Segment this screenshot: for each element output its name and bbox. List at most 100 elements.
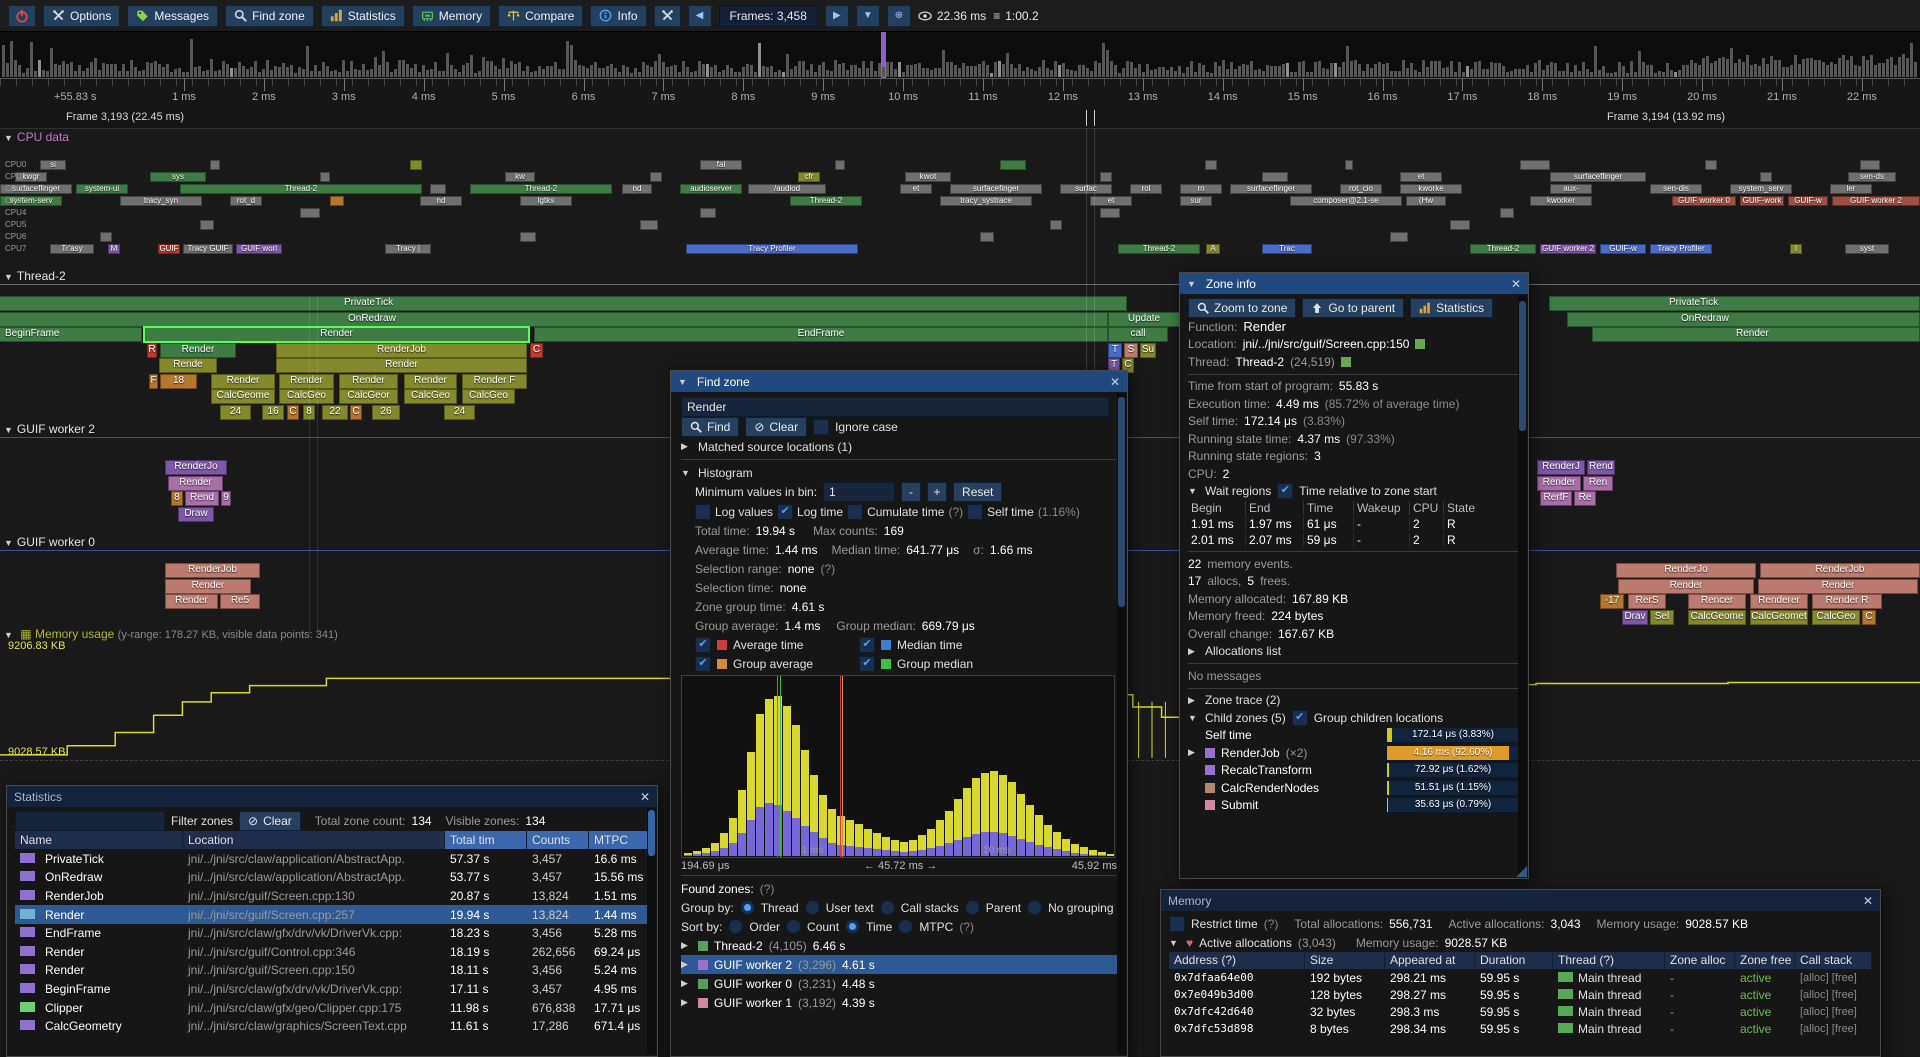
collapse-icon[interactable]: ▼ [4, 272, 13, 282]
next-frame-button[interactable]: ▶ [824, 4, 849, 27]
statistics-row[interactable]: Render jni/../jni/src/guif/Screen.cpp:150… [15, 961, 649, 980]
column-header-size[interactable]: Size [1305, 952, 1385, 969]
toolbar-button-statistics[interactable]: Statistics [320, 4, 405, 27]
timeline-zone[interactable]: 8 [303, 404, 315, 420]
cpu-zone[interactable]: nd [420, 196, 462, 206]
cpu-zone[interactable]: GUIF worker 2 [1540, 244, 1596, 254]
group-children-checkbox[interactable]: ✔ [1291, 709, 1308, 726]
cpu-zone[interactable]: rot_cio [1340, 184, 1382, 194]
cpu-zone[interactable]: GUIF [158, 244, 180, 254]
cpu-zone[interactable]: kworke [1400, 184, 1462, 194]
statistics-table-header[interactable]: Name Location Total tim Counts MTPC [15, 831, 649, 850]
cpu-zone[interactable]: et [1400, 172, 1442, 182]
collapse-icon[interactable]: ▼ [4, 133, 13, 143]
cpu-zone[interactable]: et [900, 184, 932, 194]
timeline-zone[interactable]: CalcGeor [339, 389, 398, 404]
timeline-zone[interactable]: F [149, 373, 158, 389]
cpu-zone[interactable] [1450, 220, 1470, 230]
group-by-thread[interactable] [739, 900, 755, 915]
timeline-zone[interactable]: RenderJo [165, 460, 227, 475]
cpu-zone[interactable]: kw [505, 172, 535, 182]
found-zone-group[interactable]: ▶ Thread-2 (4,105) 6.46 s [681, 938, 846, 953]
timeline-zone[interactable]: Render [1758, 578, 1918, 594]
timeline-zone[interactable]: RenderJob [1760, 563, 1920, 578]
cpu-zone[interactable]: I [1790, 244, 1802, 254]
cpu-zone[interactable]: system-ui [76, 184, 128, 194]
restrict-time-checkbox[interactable] [1169, 915, 1185, 932]
self-time-checkbox[interactable] [967, 503, 984, 520]
zone-info-titlebar[interactable]: ▼ Zone info ✕ [1180, 273, 1528, 294]
timeline-zone[interactable]: CalcGeome [211, 389, 275, 404]
cpu-zone[interactable]: surfaceflinger [1550, 172, 1646, 182]
timeline-zone[interactable]: C [530, 342, 543, 358]
timeline-zone[interactable]: 26 [372, 404, 400, 420]
cpu-zone[interactable] [640, 220, 658, 230]
toolbar-button-info[interactable]: Info [590, 4, 647, 27]
column-header-mtpc[interactable]: MTPC [589, 831, 649, 850]
cpu-zone[interactable] [1500, 208, 1514, 218]
statistics-row[interactable]: OnRedraw jni/../jni/src/claw/application/… [15, 868, 649, 887]
child-zone-row[interactable]: RecalcTransform 72.92 μs (1.62%) [1188, 762, 1520, 780]
timeline-zone[interactable]: CalcGeomet [1750, 609, 1808, 625]
collapse-icon[interactable]: ▼ [4, 425, 13, 435]
timeline-zone[interactable]: -17 [1600, 594, 1624, 609]
statistics-row[interactable]: Render jni/../jni/src/guif/Screen.cpp:257… [15, 905, 649, 924]
toolbar-button-find-zone[interactable]: Find zone [225, 4, 314, 27]
cpu-zone[interactable]: GUIF-w [1600, 244, 1646, 254]
frame-histogram-strip[interactable] [0, 32, 1920, 79]
log-values-checkbox[interactable] [695, 503, 711, 520]
cpu-zone[interactable]: kwgr [15, 172, 47, 182]
timeline-zone[interactable]: R [147, 342, 157, 358]
timeline-zone[interactable]: Render [160, 342, 236, 358]
go-to-parent-button[interactable]: Go to parent [1302, 298, 1405, 318]
power-button[interactable] [8, 4, 36, 27]
cpu-zone[interactable]: rn [1180, 184, 1222, 194]
column-header-counts[interactable]: Counts [527, 831, 589, 850]
cpu-zone[interactable] [300, 208, 320, 218]
frames-row[interactable]: Frame 3,193 (22.45 ms) Frame 3,194 (13.9… [0, 108, 1920, 129]
timeline-zone[interactable]: OnRedraw [1567, 311, 1920, 327]
thread-header-guif-worker-0[interactable]: ▼ GUIF worker 0 [4, 535, 95, 549]
cpu-zone[interactable]: sen-ds [1848, 172, 1896, 182]
toolbar-button-options[interactable]: Options [43, 4, 121, 27]
cpu-zone[interactable] [1860, 160, 1880, 170]
timeline-zone[interactable]: C [350, 404, 362, 420]
cpu-zone[interactable]: A [1206, 244, 1220, 254]
cpu-zone[interactable]: Trac [1262, 244, 1312, 254]
timeline-zone[interactable]: Re [1574, 491, 1596, 506]
timeline-zone[interactable]: Render [1537, 475, 1581, 491]
cpu-zone[interactable] [835, 160, 845, 170]
cpu-zone[interactable] [1520, 160, 1550, 170]
cpu-zone[interactable]: fal [700, 160, 742, 170]
cpu-zone[interactable] [1205, 160, 1217, 170]
timeline-zone[interactable]: Draw [178, 506, 214, 522]
child-zone-row[interactable]: ▶ RenderJob (×2) 4.16 ms (92.60%) [1188, 744, 1520, 762]
memory-titlebar[interactable]: Memory ✕ [1161, 890, 1880, 911]
timeline-zone[interactable]: 24 [444, 404, 475, 420]
statistics-row[interactable]: Render jni/../jni/src/guif/Control.cpp:34… [15, 943, 649, 962]
timeline-zone[interactable]: PrivateTick [1549, 296, 1920, 311]
legend-checkbox[interactable]: ✔ [859, 655, 875, 672]
timeline-zone[interactable]: CalcGeo [1812, 609, 1860, 625]
column-header-zone-free[interactable]: Zone free [1735, 952, 1795, 969]
cpu-zone[interactable]: surfac [1060, 184, 1112, 194]
timeline-zone[interactable]: C [1122, 358, 1134, 373]
timeline-zone[interactable]: T [1108, 342, 1122, 358]
thread-header-thread-2[interactable]: ▼ Thread-2 [4, 269, 66, 283]
cpu-zone[interactable]: aux- [1550, 184, 1592, 194]
timeline-zone[interactable]: Render [279, 373, 334, 389]
timeline-zone[interactable]: RenderJ [1537, 460, 1585, 475]
cpu-zone[interactable] [410, 160, 422, 170]
close-icon[interactable]: ✕ [1862, 893, 1873, 908]
cpu-zone[interactable] [520, 232, 536, 242]
collapse-icon[interactable]: ▼ [678, 376, 687, 387]
cpu-zone[interactable]: et [1090, 196, 1132, 206]
memory-usage-header[interactable]: ▼ ▦ Memory usage (y-range: 178.27 KB, vi… [4, 627, 338, 641]
timeline-zone[interactable]: CalcGeo [404, 389, 457, 404]
cpu-zone[interactable]: Thread-2 [470, 184, 612, 194]
memory-allocation-row[interactable]: 0x7dfc42d640 32 bytes 298.3 ms 59.95 s Main … [1174, 1004, 1857, 1019]
sort-by-count[interactable] [786, 919, 802, 934]
column-header-total-tim[interactable]: Total tim [445, 831, 527, 850]
timeline-zone[interactable]: 8 [171, 491, 183, 506]
clear-filter-button[interactable]: ⊘ Clear [239, 811, 301, 831]
